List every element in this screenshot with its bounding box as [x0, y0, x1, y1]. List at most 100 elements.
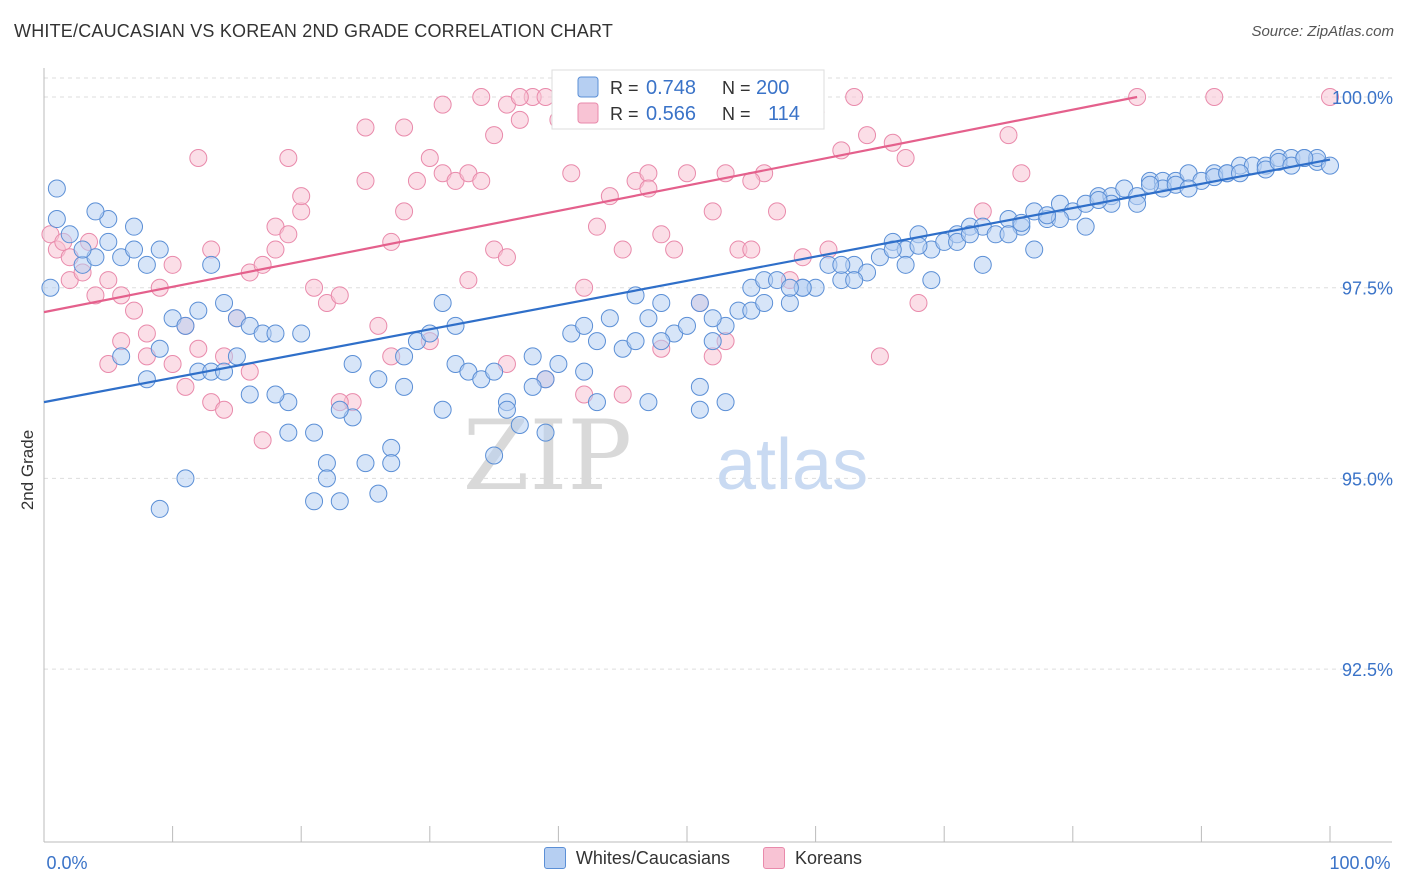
point-koreans: [1205, 88, 1224, 106]
x-tick-label: 100.0%: [1329, 853, 1390, 873]
point-koreans: [562, 164, 581, 183]
point-whites: [999, 225, 1018, 244]
point-koreans: [253, 431, 272, 450]
point-koreans: [909, 293, 928, 312]
point-koreans: [420, 149, 439, 168]
point-koreans: [613, 240, 632, 259]
point-whites: [369, 370, 388, 389]
point-whites: [125, 240, 144, 259]
point-koreans: [999, 126, 1018, 145]
point-koreans: [703, 202, 722, 221]
point-whites: [279, 423, 298, 442]
point-koreans: [99, 271, 118, 290]
point-whites: [176, 469, 195, 488]
point-whites: [86, 202, 105, 221]
point-whites: [960, 225, 979, 244]
point-koreans: [870, 347, 889, 366]
watermark-atlas: atlas: [716, 425, 868, 505]
point-whites: [1179, 179, 1198, 198]
point-whites: [780, 278, 799, 297]
point-whites: [176, 316, 195, 335]
point-whites: [150, 499, 169, 518]
point-whites: [125, 217, 144, 236]
point-koreans: [1321, 88, 1339, 106]
point-koreans: [356, 171, 375, 190]
y-tick-label: 92.5%: [1342, 660, 1393, 680]
point-whites: [395, 377, 414, 396]
point-whites: [433, 293, 452, 312]
axes: [43, 68, 1392, 843]
point-koreans: [613, 385, 632, 404]
point-whites: [1038, 206, 1057, 225]
point-whites: [678, 316, 696, 335]
point-whites: [150, 240, 169, 259]
point-whites: [137, 255, 156, 274]
point-koreans: [202, 240, 221, 259]
point-koreans: [305, 278, 324, 297]
point-koreans: [163, 354, 182, 373]
point-whites: [343, 354, 362, 373]
point-whites: [266, 324, 285, 343]
point-koreans: [510, 88, 529, 106]
point-whites: [510, 416, 529, 435]
point-koreans: [266, 240, 285, 259]
point-whites: [587, 332, 606, 351]
point-whites: [305, 423, 324, 442]
point-whites: [202, 255, 221, 274]
point-koreans: [896, 149, 915, 168]
point-whites: [1230, 164, 1249, 183]
point-koreans: [137, 324, 156, 343]
point-whites: [73, 240, 92, 259]
trend-line-whites: [43, 158, 1331, 404]
point-koreans: [330, 286, 349, 305]
point-koreans: [279, 225, 298, 244]
legend-item-whites[interactable]: Whites/Caucasians: [543, 847, 730, 869]
stats-pink-r-label: R =: [610, 104, 639, 124]
stats-pink-swatch: [577, 102, 599, 124]
point-koreans: [678, 164, 696, 183]
point-whites: [703, 309, 722, 328]
point-whites: [485, 446, 504, 465]
point-whites: [189, 301, 208, 320]
stats-blue-n-label: N =: [722, 78, 751, 98]
point-whites: [896, 255, 915, 274]
point-whites: [755, 293, 774, 312]
point-koreans: [510, 110, 529, 129]
point-whites: [41, 278, 60, 297]
point-whites: [305, 492, 324, 511]
point-koreans: [395, 202, 414, 221]
stats-blue-n-value: 200: [756, 77, 789, 99]
point-whites: [600, 309, 619, 328]
point-koreans: [587, 217, 606, 236]
point-whites: [1076, 217, 1095, 236]
legend-label-whites: Whites/Caucasians: [575, 847, 730, 868]
point-whites: [317, 469, 336, 488]
y-tick-label: 100.0%: [1332, 88, 1393, 108]
point-koreans: [536, 88, 555, 106]
point-whites: [703, 332, 722, 351]
point-koreans: [497, 248, 516, 267]
point-whites: [317, 454, 336, 473]
point-whites: [47, 210, 66, 229]
point-whites: [47, 179, 66, 198]
point-koreans: [240, 362, 259, 381]
point-whites: [395, 347, 414, 366]
point-whites: [909, 236, 928, 255]
point-koreans: [768, 202, 787, 221]
point-whites: [549, 354, 568, 373]
point-whites: [639, 309, 658, 328]
point-koreans: [163, 255, 182, 274]
legend-item-koreans[interactable]: Koreans: [763, 847, 862, 869]
point-koreans: [472, 88, 491, 106]
point-whites: [1089, 190, 1108, 209]
stats-blue-r-value: 0.748: [646, 77, 696, 99]
source-label: Source: ZipAtlas.com: [1251, 23, 1394, 40]
point-whites: [587, 393, 606, 412]
point-whites: [266, 385, 285, 404]
point-whites: [369, 484, 388, 503]
point-koreans: [292, 202, 311, 221]
point-koreans: [215, 400, 234, 419]
point-whites: [845, 271, 864, 290]
point-koreans: [883, 133, 902, 152]
